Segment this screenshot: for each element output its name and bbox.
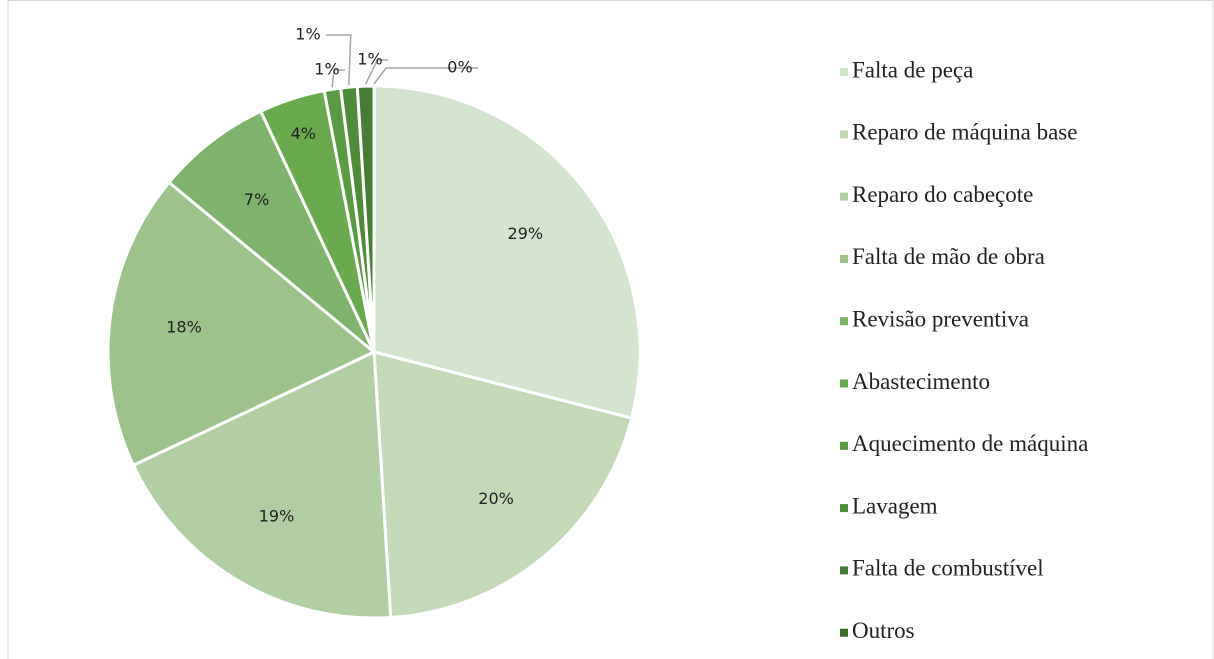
pie-slice bbox=[372, 350, 634, 620]
pie-slice bbox=[372, 84, 642, 420]
data-label: 4% bbox=[291, 124, 316, 143]
legend-label: Falta de peça bbox=[852, 57, 973, 82]
data-label: 0% bbox=[447, 58, 472, 77]
legend-swatch bbox=[840, 192, 848, 201]
legend-swatch bbox=[840, 379, 848, 388]
legend-label: Reparo de máquina base bbox=[852, 120, 1077, 145]
data-label: 7% bbox=[244, 190, 269, 209]
pie-slice bbox=[106, 180, 377, 468]
pie-slice bbox=[131, 349, 393, 620]
data-label: 1% bbox=[295, 25, 320, 44]
legend-label: Abastecimento bbox=[852, 369, 990, 394]
legend-swatch bbox=[840, 566, 848, 575]
legend-swatch bbox=[840, 317, 848, 326]
legend-label: Lavagem bbox=[852, 493, 938, 518]
data-label: 20% bbox=[478, 489, 514, 508]
legend-label: Revisão preventiva bbox=[852, 306, 1029, 331]
leader-line bbox=[331, 69, 345, 88]
legend-swatch bbox=[840, 68, 848, 76]
legend-swatch bbox=[840, 504, 848, 513]
legend-label: Aquecimento de máquina bbox=[852, 431, 1088, 456]
data-label: 1% bbox=[314, 60, 339, 79]
data-label: 1% bbox=[357, 50, 382, 69]
legend-swatch bbox=[840, 628, 848, 637]
legend-label: Outros bbox=[852, 618, 915, 643]
pie-slice bbox=[166, 109, 376, 354]
legend-swatch bbox=[840, 130, 848, 139]
leader-line bbox=[373, 67, 478, 85]
legend-swatch bbox=[840, 254, 848, 263]
legend-swatch bbox=[840, 441, 848, 450]
legend-label: Reparo do cabeçote bbox=[852, 182, 1033, 207]
leader-line bbox=[326, 34, 352, 86]
legend-label: Falta de combustível bbox=[852, 556, 1044, 581]
leader-line bbox=[364, 59, 388, 85]
data-label: 19% bbox=[259, 506, 295, 525]
legend-label: Falta de mão de obra bbox=[852, 244, 1045, 269]
chart-frame bbox=[7, 0, 1214, 659]
data-label: 18% bbox=[166, 317, 202, 336]
data-label: 29% bbox=[508, 224, 544, 243]
